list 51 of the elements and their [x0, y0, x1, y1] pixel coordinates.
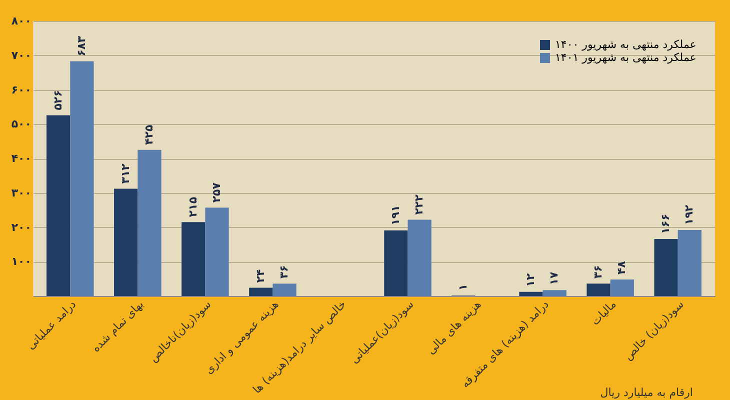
bar [182, 222, 206, 296]
y-tick-label: ۸۰۰ [11, 14, 32, 28]
y-tick-label: ۱۰۰ [11, 255, 32, 268]
data-label: ۲۲۲ [412, 194, 426, 215]
x-tick-label: درامد عملیاتی [24, 298, 79, 352]
data-label: ۱۶۶ [659, 214, 672, 234]
bar [272, 284, 296, 296]
data-label: ۱۲ [524, 273, 537, 287]
data-label: ۳۶ [592, 265, 605, 279]
x-tick-label: سود(زیان)ناخالص [146, 298, 214, 365]
data-label: ۶۸۳ [74, 36, 88, 56]
data-label: ۲۴ [254, 269, 267, 283]
legend-label: عملکرد منتهی به شهریور ۱۴۰۱ [555, 51, 696, 64]
data-label: ۳۱۲ [118, 163, 132, 184]
data-label: ۱۹۲ [682, 204, 696, 225]
data-label: ۴۸ [615, 260, 628, 274]
bar [249, 288, 273, 296]
y-tick-label: ۳۰۰ [11, 186, 32, 200]
data-label: ۲۱۵ [186, 196, 200, 218]
y-tick-label: ۴۰۰ [11, 152, 32, 165]
bar [610, 280, 634, 296]
data-label: ۱۷ [548, 271, 561, 286]
data-label: ۱ [456, 284, 470, 291]
bar [519, 292, 543, 296]
x-tick-label: مالیات [588, 298, 619, 328]
x-tick-label: بهای تمام شده [89, 298, 146, 355]
y-tick-label: ۶۰۰ [11, 83, 32, 96]
y-tick-label: ۵۰۰ [11, 118, 32, 131]
x-tick-label: سود(زیان)عملیاتی [348, 298, 416, 366]
legend-label: عملکرد منتهی به شهریور ۱۴۰۰ [555, 38, 696, 51]
bar [70, 61, 94, 296]
bar [586, 284, 610, 296]
bar [205, 208, 229, 296]
bar [408, 220, 432, 296]
bar [46, 115, 70, 296]
text: ارقام به میلیارد ریال [600, 386, 693, 399]
data-label: ۱۹۱ [388, 205, 402, 226]
y-tick-label: ۲۰۰ [11, 220, 32, 234]
data-label: ۲۵۷ [210, 182, 224, 203]
data-label: ۳۶ [278, 265, 291, 279]
data-label: ۵۲۶ [51, 90, 64, 110]
bar [114, 188, 138, 296]
y-tick-label: ۷۰۰ [11, 48, 32, 62]
x-tick-label: سود(زیان) خالص [622, 298, 686, 363]
bar [138, 150, 162, 296]
data-label: ۴۲۵ [142, 124, 156, 145]
bar [542, 290, 566, 296]
bar [678, 230, 702, 296]
x-tick-label: هزینه های مالی [424, 298, 484, 357]
bar [384, 230, 408, 296]
bar [654, 238, 678, 296]
